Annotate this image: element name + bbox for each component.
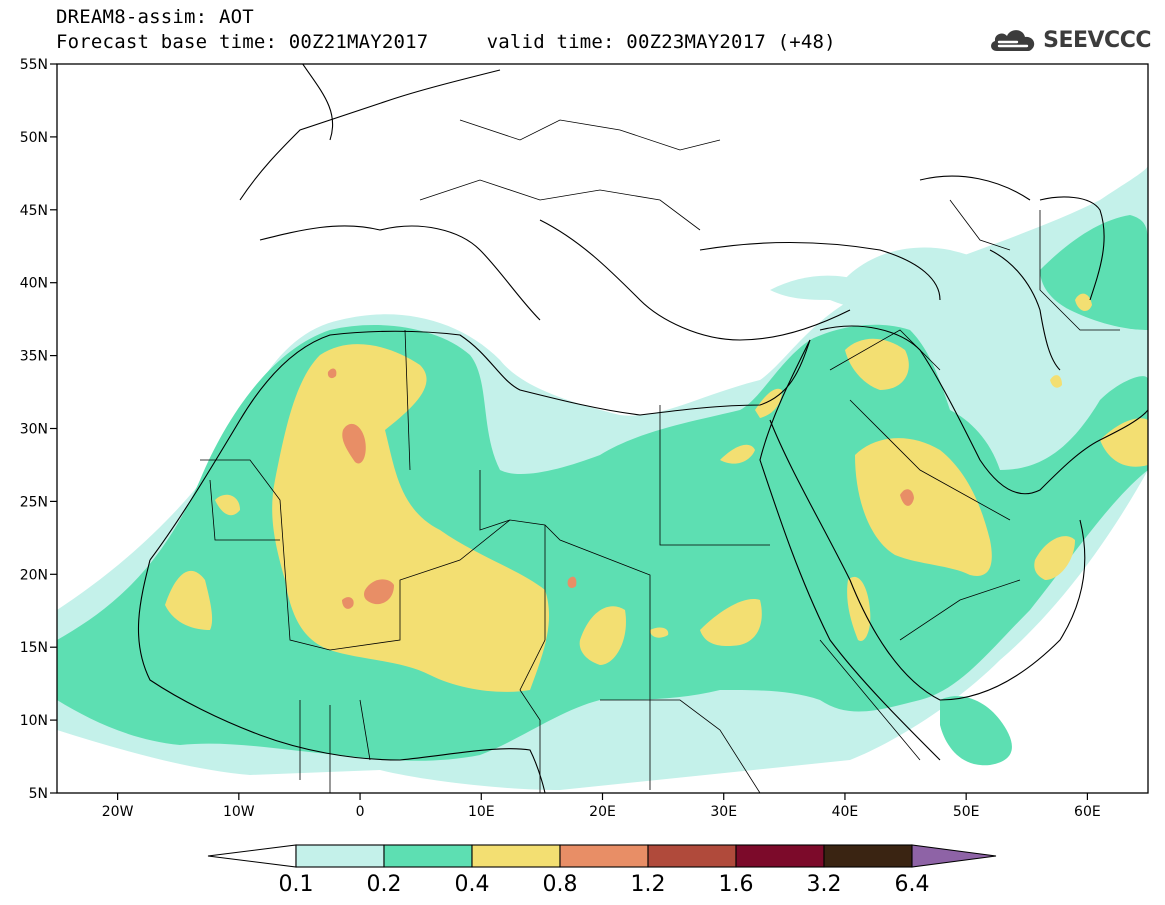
lon-tick-label: 10E: [468, 804, 495, 820]
seevccc-logo: SEEVCCC: [987, 24, 1151, 56]
lon-tick-label: 30E: [710, 804, 737, 820]
colorbar-high-arrow: [911, 844, 997, 868]
lat-tick-label: 15N: [20, 640, 48, 656]
lat-tick-label: 50N: [20, 130, 48, 146]
colorbar-box: [295, 844, 385, 868]
colorbar-level-label: 6.4: [895, 872, 930, 897]
aot-band-0.4-0.8: [165, 293, 1148, 692]
colorbar-level-label: 3.2: [807, 872, 842, 897]
map-title: DREAM8-assim: AOT: [56, 6, 254, 28]
aot-band-0.8-1.2: [327, 368, 914, 609]
lat-tick-label: 10N: [20, 713, 48, 729]
lat-tick-label: 45N: [20, 203, 48, 219]
lat-tick-label: 25N: [20, 494, 48, 510]
logo-text: SEEVCCC: [1043, 27, 1151, 53]
lon-tick-label: 20W: [102, 804, 134, 820]
colorbar-box: [471, 844, 561, 868]
forecast-time-subtitle: Forecast base time: 00Z21MAY2017 valid t…: [56, 31, 836, 53]
lat-tick-label: 5N: [29, 786, 48, 802]
lon-tick-label: 10W: [223, 804, 255, 820]
colorbar-level-label: 0.8: [543, 872, 578, 897]
lon-tick-label: 0: [356, 804, 365, 820]
colorbar-box: [823, 844, 913, 868]
coastlines: [137, 64, 1148, 793]
colorbar-box: [735, 844, 825, 868]
colorbar: 0.1 0.2 0.4 0.8 1.2 1.6 3.2 6.4: [207, 844, 997, 897]
lat-tick-label: 20N: [20, 567, 48, 583]
colorbar-box: [559, 844, 649, 868]
colorbar-level-label: 0.1: [279, 872, 314, 897]
lon-tick-label: 60E: [1074, 804, 1101, 820]
lon-tick-label: 50E: [953, 804, 980, 820]
lat-tick-label: 35N: [20, 349, 48, 365]
lon-tick-label: 20E: [589, 804, 616, 820]
country-borders: [200, 119, 1120, 793]
colorbar-box: [647, 844, 737, 868]
lat-tick-label: 30N: [20, 422, 48, 438]
lat-tick-label: 55N: [20, 57, 48, 73]
colorbar-low-arrow: [207, 844, 297, 868]
colorbar-box: [383, 844, 473, 868]
lon-tick-label: 40E: [832, 804, 859, 820]
colorbar-level-label: 1.2: [631, 872, 666, 897]
map-axes: 55N 50N 45N 40N 35N 30N 25N 20N 15N 10N 5N 20W 10W 0 1…: [20, 57, 1101, 820]
colorbar-level-label: 0.2: [367, 872, 402, 897]
colorbar-level-label: 1.6: [719, 872, 754, 897]
lat-tick-label: 40N: [20, 276, 48, 292]
cloud-icon: [991, 30, 1035, 51]
aot-field: [57, 165, 1148, 790]
colorbar-level-label: 0.4: [455, 872, 490, 897]
